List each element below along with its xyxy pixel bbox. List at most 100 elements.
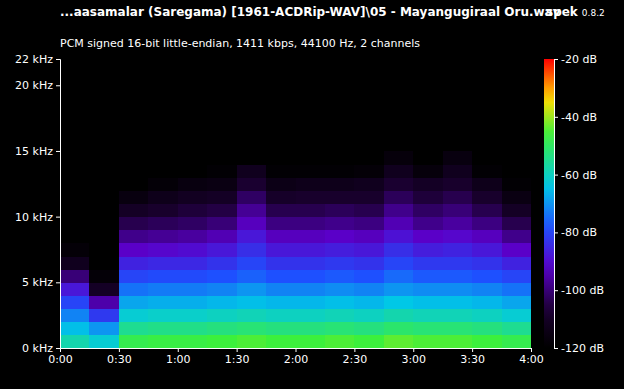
cell (60, 98, 90, 112)
cell (443, 204, 473, 218)
cell (237, 112, 267, 126)
cell (502, 256, 531, 270)
cell (178, 256, 208, 270)
cell (60, 322, 90, 336)
cell (325, 72, 355, 86)
cell (296, 125, 326, 139)
cell (89, 151, 119, 165)
tick-mark (554, 348, 558, 349)
chart: 0 kHz5 kHz10 kHz15 kHz20 kHz22 kHz0:000:… (0, 0, 624, 389)
cell (119, 151, 149, 165)
tick: 0:30 (107, 348, 132, 366)
cell (502, 217, 531, 231)
cell (119, 98, 149, 112)
cell (60, 164, 90, 178)
cell (60, 230, 90, 244)
cell (119, 256, 149, 270)
tick-label: -80 dB (561, 226, 597, 239)
cell (325, 112, 355, 126)
cell (472, 98, 502, 112)
cell (354, 177, 384, 191)
cell (178, 138, 208, 152)
cell (237, 59, 267, 73)
cell (266, 98, 296, 112)
cell (413, 322, 443, 336)
tick-mark (56, 151, 60, 152)
cell (502, 190, 531, 204)
cell (413, 217, 443, 231)
tick: 1:00 (166, 348, 191, 366)
cell (443, 138, 473, 152)
cell (502, 112, 531, 126)
cell (207, 177, 237, 191)
cell (207, 125, 237, 139)
tick: -100 dB (554, 284, 604, 297)
cell (60, 59, 90, 73)
cell (237, 85, 267, 99)
cell (472, 243, 502, 257)
cell (296, 256, 326, 270)
cell (296, 322, 326, 336)
cell (60, 125, 90, 139)
cell (472, 190, 502, 204)
cell (207, 230, 237, 244)
tick: 15 kHz (15, 145, 60, 158)
cell (237, 190, 267, 204)
cell (60, 112, 90, 126)
cell (325, 164, 355, 178)
cell (354, 85, 384, 99)
cell (119, 190, 149, 204)
cell (472, 309, 502, 323)
cell (354, 256, 384, 270)
cell (60, 256, 90, 270)
cell (178, 125, 208, 139)
cell (148, 85, 178, 99)
cell (237, 98, 267, 112)
cell (207, 138, 237, 152)
cell (207, 72, 237, 86)
cell (148, 217, 178, 231)
tick-label: 3:00 (401, 353, 426, 366)
cell (148, 59, 178, 73)
cell (502, 309, 531, 323)
cell (413, 269, 443, 283)
cell (443, 112, 473, 126)
cell (413, 230, 443, 244)
cell (384, 256, 414, 270)
tick: -20 dB (554, 53, 597, 66)
cell (60, 204, 90, 218)
cell (296, 282, 326, 296)
tick-mark (119, 348, 120, 352)
cell (384, 85, 414, 99)
cell (237, 164, 267, 178)
cell (207, 98, 237, 112)
cell (296, 204, 326, 218)
cell (237, 230, 267, 244)
cell (148, 112, 178, 126)
cell (502, 295, 531, 309)
cell (178, 72, 208, 86)
cell (207, 164, 237, 178)
cell (384, 335, 414, 348)
tick: -80 dB (554, 226, 597, 239)
cell (119, 269, 149, 283)
cell (325, 125, 355, 139)
cell (325, 177, 355, 191)
cell (472, 177, 502, 191)
cell (178, 243, 208, 257)
cell (472, 230, 502, 244)
cell (207, 282, 237, 296)
cell (413, 138, 443, 152)
tick-label: 0:00 (48, 353, 73, 366)
tick: 22 kHz (15, 53, 60, 66)
cell (443, 269, 473, 283)
cell (89, 125, 119, 139)
cell (384, 59, 414, 73)
cell (472, 256, 502, 270)
cell (502, 125, 531, 139)
cell (119, 230, 149, 244)
cell (207, 151, 237, 165)
cell (207, 335, 237, 348)
cell (443, 72, 473, 86)
cell (237, 256, 267, 270)
